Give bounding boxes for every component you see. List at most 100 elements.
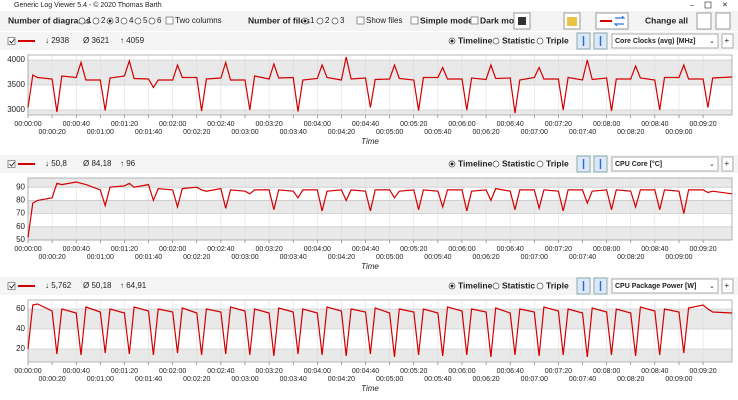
x-tick-label: 00:06:40 xyxy=(497,121,524,128)
dark-mode-box[interactable] xyxy=(470,16,479,25)
channel-name: Core Clocks (avg) [MHz] xyxy=(615,38,696,45)
radio[interactable] xyxy=(536,160,544,168)
x-tick-label: 00:05:20 xyxy=(400,246,427,253)
radio[interactable] xyxy=(331,17,339,25)
radio[interactable] xyxy=(492,160,500,168)
x-tick-label: 00:06:20 xyxy=(472,129,499,136)
view-option: Statistic xyxy=(502,35,535,45)
stat-value: ↓ 2938 xyxy=(45,36,70,45)
toolbar xyxy=(0,11,738,31)
view-option: Timeline xyxy=(458,35,493,45)
min-button[interactable]: – xyxy=(690,2,694,9)
plot-frame xyxy=(27,177,733,241)
stat-value: Ø 50,18 xyxy=(83,281,112,290)
header-bar xyxy=(0,32,738,50)
radio[interactable] xyxy=(148,17,156,25)
radio[interactable] xyxy=(78,17,86,25)
diagram-option: 1 xyxy=(87,16,92,25)
stat-value: Ø 84,18 xyxy=(83,159,112,168)
x-tick-label: 00:08:40 xyxy=(641,368,668,375)
radio[interactable] xyxy=(536,37,544,45)
add-icon: + xyxy=(725,281,730,290)
x-tick-label: 00:07:00 xyxy=(521,129,548,136)
x-tick-label: 00:09:20 xyxy=(689,368,716,375)
channel-select[interactable] xyxy=(611,278,719,294)
x-tick-label: 00:08:40 xyxy=(641,121,668,128)
x-tick-label: 00:04:20 xyxy=(328,376,355,383)
x-tick-label: 00:04:20 xyxy=(328,254,355,261)
up-button[interactable] xyxy=(715,12,731,30)
radio[interactable] xyxy=(492,282,500,290)
x-tick-label: 00:03:20 xyxy=(255,246,282,253)
x-tick-label: 00:06:40 xyxy=(497,368,524,375)
channel-select[interactable] xyxy=(611,33,719,49)
radio[interactable] xyxy=(92,17,100,25)
view-option: Statistic xyxy=(502,280,535,290)
view-option: Triple xyxy=(546,35,569,45)
grid-band xyxy=(28,110,732,115)
visible-checkbox[interactable] xyxy=(7,37,16,45)
x-tick-label: 00:00:20 xyxy=(38,129,65,136)
dropdown-arrow: ⌄ xyxy=(709,161,715,168)
add-button[interactable] xyxy=(721,156,734,172)
stat-value: ↓ 5,762 xyxy=(45,281,72,290)
y-tick-label: 80 xyxy=(16,196,25,205)
x-tick-label: 00:08:00 xyxy=(593,121,620,128)
grid-band xyxy=(28,178,732,188)
x-tick-label: 00:03:40 xyxy=(280,129,307,136)
dropdown-arrow: ⌄ xyxy=(709,38,715,45)
y-tick-label: 4000 xyxy=(7,55,25,64)
check-mark xyxy=(9,161,15,167)
x-tick-label: 00:06:00 xyxy=(448,121,475,128)
view-option: Timeline xyxy=(458,280,493,290)
channel-name: CPU Package Power [W] xyxy=(615,283,696,290)
x-tick-label: 00:02:20 xyxy=(183,376,210,383)
radio-dot xyxy=(450,162,454,166)
x-tick-label: 00:01:40 xyxy=(135,376,162,383)
x-tick-label: 00:00:00 xyxy=(14,368,41,375)
down-button[interactable] xyxy=(696,12,712,30)
grid-band xyxy=(28,200,732,214)
x-tick-label: 00:00:40 xyxy=(63,368,90,375)
radio-dot xyxy=(108,19,112,23)
x-tick-label: 00:07:20 xyxy=(545,246,572,253)
x-tick-label: 00:06:20 xyxy=(472,376,499,383)
x-tick-label: 00:08:00 xyxy=(593,246,620,253)
max-button[interactable] xyxy=(704,1,712,9)
y-tick-label: 60 xyxy=(16,222,25,231)
x-tick-label: 00:00:40 xyxy=(63,121,90,128)
save-icon xyxy=(518,17,526,25)
add-button[interactable] xyxy=(721,278,734,294)
simple-mode-box[interactable] xyxy=(410,16,419,25)
grid-band xyxy=(28,349,732,362)
stat-value: ↑ 4059 xyxy=(120,36,145,45)
close-button[interactable]: ✕ xyxy=(722,2,728,9)
radio[interactable] xyxy=(316,17,324,25)
x-tick-label: 00:02:40 xyxy=(207,246,234,253)
radio[interactable] xyxy=(492,37,500,45)
y-tick-label: 3500 xyxy=(7,80,25,89)
add-icon: + xyxy=(725,159,730,168)
x-axis-title: Time xyxy=(361,137,379,146)
y-tick-label: 20 xyxy=(16,344,25,353)
x-tick-label: 00:01:00 xyxy=(87,254,114,261)
show-files-box[interactable] xyxy=(356,16,365,25)
show-files-label: Show files xyxy=(366,16,402,25)
radio[interactable] xyxy=(120,17,128,25)
x-tick-label: 00:06:40 xyxy=(497,246,524,253)
y-tick-label: 70 xyxy=(16,209,25,218)
series-line xyxy=(27,303,733,358)
two-columns-box[interactable] xyxy=(165,16,174,25)
visible-checkbox[interactable] xyxy=(7,282,16,290)
x-tick-label: 00:05:00 xyxy=(376,376,403,383)
channel-select[interactable] xyxy=(611,156,719,172)
x-tick-label: 00:09:00 xyxy=(665,254,692,261)
header-bar xyxy=(0,277,738,295)
x-tick-label: 00:00:20 xyxy=(38,376,65,383)
x-tick-label: 00:09:20 xyxy=(689,121,716,128)
visible-checkbox[interactable] xyxy=(7,160,16,168)
add-button[interactable] xyxy=(721,33,734,49)
x-tick-label: 00:08:20 xyxy=(617,376,644,383)
radio[interactable] xyxy=(134,17,142,25)
radio[interactable] xyxy=(536,282,544,290)
